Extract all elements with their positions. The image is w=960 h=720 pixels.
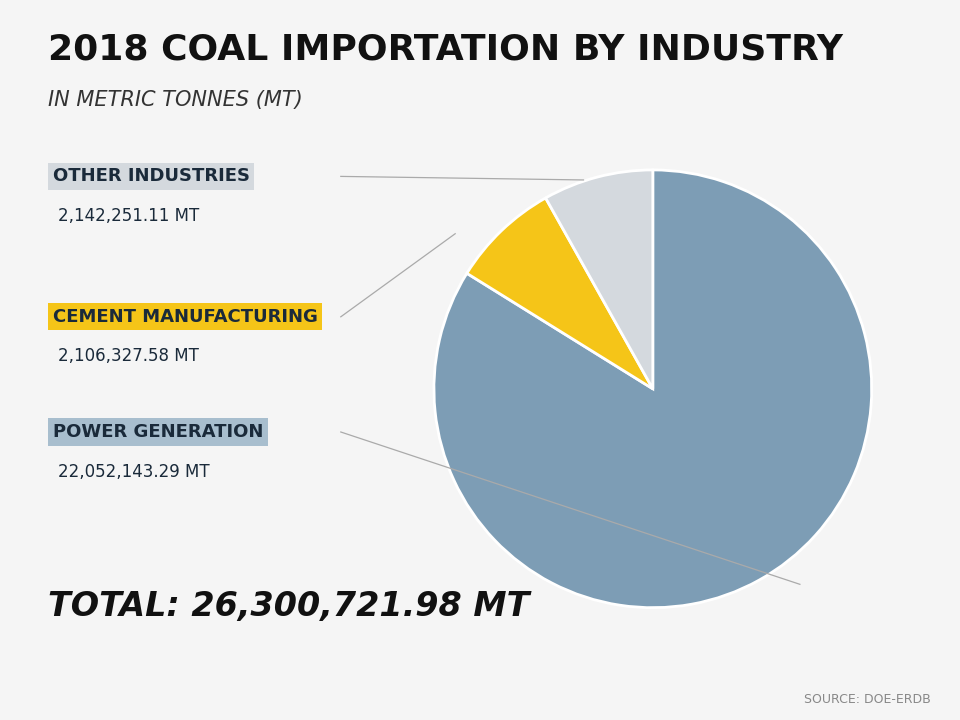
Text: CEMENT MANUFACTURING: CEMENT MANUFACTURING [53, 307, 318, 325]
Text: POWER GENERATION: POWER GENERATION [53, 423, 263, 441]
Text: OTHER INDUSTRIES: OTHER INDUSTRIES [53, 167, 250, 185]
Text: 2018 COAL IMPORTATION BY INDUSTRY: 2018 COAL IMPORTATION BY INDUSTRY [48, 32, 843, 66]
Text: 22,052,143.29 MT: 22,052,143.29 MT [58, 462, 209, 481]
Wedge shape [545, 170, 653, 389]
Text: 2,142,251.11 MT: 2,142,251.11 MT [58, 207, 199, 225]
Wedge shape [434, 170, 872, 608]
Text: TOTAL: 26,300,721.98 MT: TOTAL: 26,300,721.98 MT [48, 590, 529, 623]
Wedge shape [467, 198, 653, 389]
Text: 2,106,327.58 MT: 2,106,327.58 MT [58, 347, 199, 365]
Text: SOURCE: DOE-ERDB: SOURCE: DOE-ERDB [804, 693, 931, 706]
Text: IN METRIC TONNES (MT): IN METRIC TONNES (MT) [48, 90, 302, 110]
